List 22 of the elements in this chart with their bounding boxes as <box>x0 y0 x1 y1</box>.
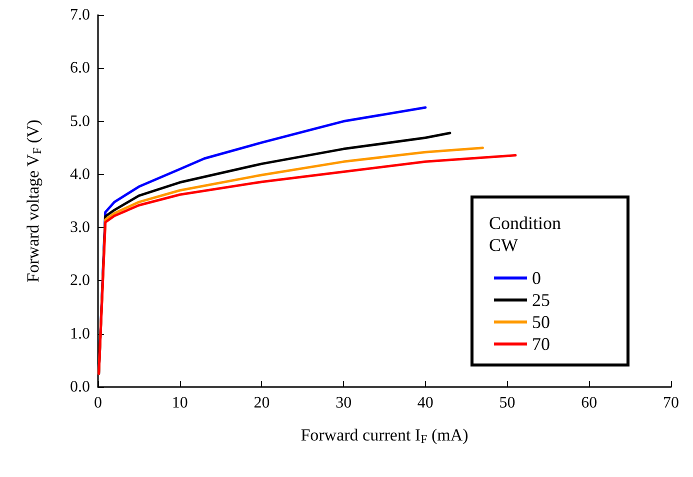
legend-title: Condition CW <box>489 213 562 255</box>
y-tick-label: 6.0 <box>70 60 90 77</box>
x-tick-label: 60 <box>581 394 598 412</box>
y-tick-label: 4.0 <box>70 166 90 183</box>
x-tick-label: 0 <box>94 394 102 412</box>
y-tick-label: 7.0 <box>70 6 90 24</box>
x-tick-label: 30 <box>336 394 352 412</box>
x-tick-label: 70 <box>663 394 679 412</box>
y-tick-label: 5.0 <box>70 112 90 130</box>
x-tick-label: 20 <box>254 394 270 412</box>
legend-label: 0 <box>532 268 541 288</box>
legend-label: 50 <box>532 312 550 332</box>
legend-label: 70 <box>532 334 550 354</box>
x-tick-label: 40 <box>417 394 434 412</box>
y-tick-label: 1.0 <box>70 325 90 342</box>
y-tick-label: 2.0 <box>70 272 90 290</box>
legend-label: 25 <box>532 290 550 310</box>
x-tick-label: 50 <box>499 394 516 412</box>
y-axis-title: Forward voltage VF (V) <box>24 120 44 282</box>
y-tick-label: 3.0 <box>70 219 90 236</box>
x-tick-label: 10 <box>172 394 188 412</box>
y-tick-label: 0.0 <box>70 378 90 396</box>
